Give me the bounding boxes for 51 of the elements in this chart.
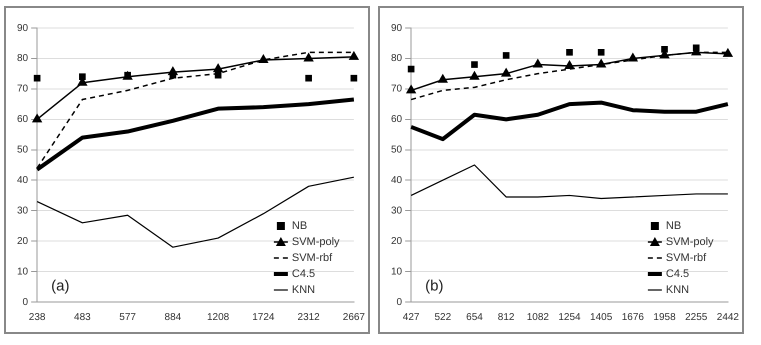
y-tick-label: 20 bbox=[17, 236, 29, 247]
y-tick-label: 70 bbox=[17, 84, 29, 95]
y-tick-label: 20 bbox=[391, 236, 403, 247]
legend-label: NB bbox=[666, 220, 682, 232]
y-tick-label: 40 bbox=[17, 174, 29, 186]
x-tick-label: 483 bbox=[74, 312, 92, 323]
y-tick-label: 80 bbox=[17, 53, 29, 64]
x-tick-label: 1254 bbox=[558, 312, 582, 323]
x-tick-label: 1082 bbox=[526, 312, 550, 323]
x-tick-label: 1676 bbox=[622, 312, 644, 323]
y-tick-label: 60 bbox=[17, 114, 29, 126]
x-tick-label: 522 bbox=[434, 312, 452, 323]
y-tick-label: 10 bbox=[391, 266, 403, 278]
y-tick-label: 40 bbox=[391, 174, 403, 186]
y-tick-label: 70 bbox=[391, 84, 403, 95]
x-tick-label: 1208 bbox=[207, 312, 230, 323]
y-tick-label: 90 bbox=[391, 22, 403, 34]
x-tick-label: 2312 bbox=[298, 312, 320, 323]
y-tick-label: 80 bbox=[391, 53, 403, 64]
x-tick-label: 812 bbox=[498, 312, 515, 323]
legend-label: SVM-rbf bbox=[292, 252, 334, 264]
y-tick-label: 50 bbox=[391, 144, 403, 156]
legend-label: KNN bbox=[292, 284, 316, 296]
legend-label: SVM-rbf bbox=[666, 252, 708, 264]
legend-label: NB bbox=[292, 220, 308, 232]
legend-label: KNN bbox=[666, 284, 690, 296]
x-tick-label: 2255 bbox=[685, 312, 708, 323]
y-tick-label: 90 bbox=[17, 22, 29, 34]
x-tick-label: 577 bbox=[119, 312, 136, 323]
x-tick-label: 654 bbox=[466, 312, 484, 323]
legend-label: C4.5 bbox=[292, 268, 316, 280]
y-tick-label: 50 bbox=[17, 144, 29, 156]
x-tick-label: 1958 bbox=[653, 312, 676, 323]
y-tick-label: 10 bbox=[17, 266, 29, 278]
x-tick-label: 427 bbox=[402, 312, 420, 323]
x-tick-label: 2442 bbox=[716, 312, 740, 323]
legend-label: C4.5 bbox=[666, 268, 690, 280]
annotation: (a) bbox=[51, 278, 70, 295]
x-tick-label: 2667 bbox=[342, 312, 366, 323]
legend-label: SVM-poly bbox=[666, 236, 714, 248]
x-tick-label: 238 bbox=[28, 312, 46, 323]
legend-label: SVM-poly bbox=[292, 236, 340, 248]
y-tick-label: 0 bbox=[396, 296, 403, 308]
y-tick-label: 30 bbox=[17, 205, 29, 216]
annotation: (b) bbox=[425, 278, 444, 295]
y-tick-label: 60 bbox=[391, 114, 403, 126]
x-tick-label: 884 bbox=[164, 312, 182, 323]
x-tick-label: 1724 bbox=[252, 312, 275, 323]
x-tick-label: 1405 bbox=[590, 312, 613, 323]
y-tick-label: 0 bbox=[22, 296, 29, 308]
y-tick-label: 30 bbox=[391, 205, 403, 216]
